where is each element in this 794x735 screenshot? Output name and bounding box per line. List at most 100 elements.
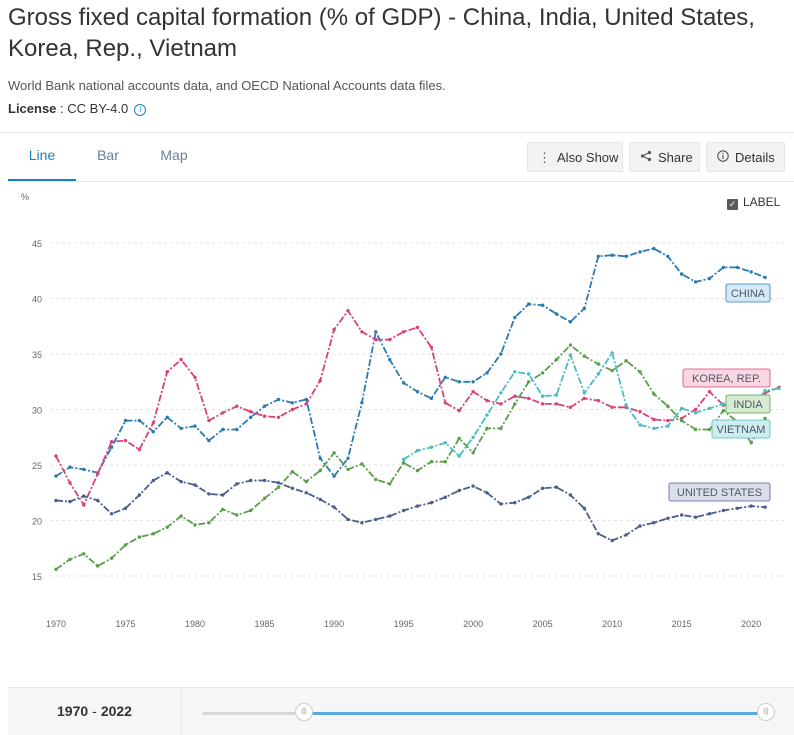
data-point-korea-rep[interactable]	[207, 418, 211, 423]
data-point-china[interactable]	[415, 390, 420, 394]
data-point-vietnam[interactable]	[415, 448, 420, 453]
data-point-united-states[interactable]	[193, 483, 197, 487]
data-point-india[interactable]	[165, 525, 169, 529]
data-point-vietnam[interactable]	[485, 413, 489, 417]
data-point-united-states[interactable]	[652, 521, 656, 525]
data-point-india[interactable]	[471, 451, 475, 455]
data-point-united-states[interactable]	[151, 478, 155, 483]
license-value[interactable]: CC BY-4.0	[67, 101, 129, 116]
data-point-united-states[interactable]	[443, 495, 447, 499]
data-point-united-states[interactable]	[638, 524, 642, 528]
data-point-united-states[interactable]	[610, 538, 614, 543]
data-point-india[interactable]	[54, 567, 58, 571]
details-button[interactable]: Details	[706, 142, 785, 172]
data-point-korea-rep[interactable]	[568, 405, 573, 409]
data-point-india[interactable]	[596, 362, 600, 366]
data-point-united-states[interactable]	[165, 471, 169, 475]
data-point-india[interactable]	[499, 426, 503, 431]
data-point-korea-rep[interactable]	[499, 402, 503, 406]
data-point-united-states[interactable]	[262, 478, 267, 483]
data-point-china[interactable]	[123, 418, 128, 423]
data-point-china[interactable]	[638, 250, 642, 254]
data-point-india[interactable]	[360, 462, 364, 466]
data-point-korea-rep[interactable]	[290, 407, 295, 412]
data-point-china[interactable]	[721, 265, 726, 270]
data-point-korea-rep[interactable]	[610, 405, 614, 409]
tab-map[interactable]: Map	[160, 147, 188, 163]
data-point-korea-rep[interactable]	[68, 481, 72, 485]
data-point-vietnam[interactable]	[540, 394, 545, 398]
data-point-china[interactable]	[332, 474, 336, 478]
data-point-united-states[interactable]	[707, 512, 712, 516]
data-point-china[interactable]	[443, 375, 447, 379]
data-point-india[interactable]	[638, 370, 642, 374]
data-point-united-states[interactable]	[485, 491, 489, 495]
data-point-china[interactable]	[151, 430, 155, 434]
data-point-united-states[interactable]	[388, 514, 392, 518]
data-point-india[interactable]	[610, 368, 614, 373]
data-point-india[interactable]	[582, 354, 586, 358]
data-point-china[interactable]	[652, 246, 656, 251]
data-point-korea-rep[interactable]	[693, 407, 698, 412]
data-point-india[interactable]	[624, 359, 628, 363]
data-point-china[interactable]	[624, 254, 628, 258]
data-point-vietnam[interactable]	[513, 370, 517, 374]
data-point-korea-rep[interactable]	[596, 398, 600, 403]
series-line-korea-rep[interactable]	[55, 309, 780, 507]
tab-line[interactable]: Line	[8, 133, 76, 181]
data-point-india[interactable]	[82, 552, 86, 556]
data-point-united-states[interactable]	[360, 521, 364, 525]
data-point-vietnam[interactable]	[471, 435, 475, 439]
data-point-india[interactable]	[290, 470, 295, 474]
data-point-korea-rep[interactable]	[276, 415, 281, 419]
tab-bar[interactable]: Bar	[97, 147, 119, 163]
data-point-united-states[interactable]	[680, 513, 684, 517]
data-point-vietnam[interactable]	[721, 402, 726, 406]
data-point-india[interactable]	[652, 392, 656, 396]
data-point-china[interactable]	[374, 330, 378, 334]
data-point-india[interactable]	[123, 543, 128, 547]
data-point-india[interactable]	[388, 482, 392, 486]
data-point-india[interactable]	[221, 507, 225, 512]
data-point-korea-rep[interactable]	[707, 390, 712, 394]
data-point-china[interactable]	[318, 456, 322, 460]
data-point-india[interactable]	[443, 460, 447, 464]
data-point-united-states[interactable]	[527, 495, 531, 499]
data-point-india[interactable]	[68, 557, 72, 562]
data-point-united-states[interactable]	[471, 484, 475, 488]
data-point-china[interactable]	[276, 397, 281, 402]
data-point-india[interactable]	[457, 436, 461, 441]
data-point-china[interactable]	[304, 397, 308, 402]
data-point-india[interactable]	[151, 532, 155, 536]
data-point-china[interactable]	[735, 265, 739, 270]
data-point-united-states[interactable]	[499, 502, 503, 506]
data-point-united-states[interactable]	[582, 506, 586, 510]
data-point-india[interactable]	[137, 535, 142, 539]
data-point-india[interactable]	[332, 451, 336, 455]
data-point-china[interactable]	[707, 276, 712, 281]
data-point-united-states[interactable]	[415, 504, 420, 508]
data-point-vietnam[interactable]	[527, 372, 531, 376]
data-point-china[interactable]	[401, 381, 406, 385]
data-point-korea-rep[interactable]	[137, 447, 142, 452]
data-point-vietnam[interactable]	[457, 454, 461, 458]
data-point-china[interactable]	[68, 465, 72, 469]
data-point-korea-rep[interactable]	[582, 396, 586, 401]
data-point-china[interactable]	[554, 312, 559, 316]
data-point-vietnam[interactable]	[568, 353, 573, 357]
data-point-vietnam[interactable]	[596, 372, 600, 376]
data-point-vietnam[interactable]	[443, 441, 447, 445]
data-point-india[interactable]	[318, 468, 322, 473]
data-point-india[interactable]	[179, 514, 183, 518]
data-point-united-states[interactable]	[68, 499, 72, 504]
data-point-korea-rep[interactable]	[96, 472, 100, 476]
data-point-china[interactable]	[360, 401, 364, 405]
data-point-vietnam[interactable]	[401, 457, 406, 462]
data-point-korea-rep[interactable]	[82, 503, 86, 507]
data-point-vietnam[interactable]	[499, 391, 503, 395]
data-point-china[interactable]	[763, 275, 767, 280]
data-point-united-states[interactable]	[290, 486, 295, 490]
data-point-korea-rep[interactable]	[652, 417, 656, 422]
data-point-united-states[interactable]	[693, 515, 698, 519]
info-icon[interactable]: i	[134, 104, 147, 116]
